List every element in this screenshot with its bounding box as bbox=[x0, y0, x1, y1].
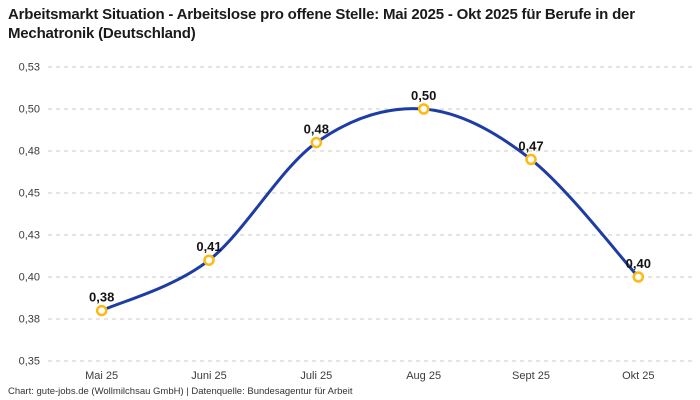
data-point-label: 0,38 bbox=[89, 290, 114, 305]
data-point-label: 0,47 bbox=[518, 138, 543, 153]
series-line bbox=[100, 107, 640, 313]
x-tick-label: Juni 25 bbox=[191, 370, 226, 382]
y-tick-label: 0,38 bbox=[19, 314, 40, 326]
data-point-marker[interactable] bbox=[417, 103, 430, 115]
y-tick-label: 0,48 bbox=[19, 146, 40, 158]
data-point-marker[interactable] bbox=[632, 271, 645, 283]
x-tick-label: Okt 25 bbox=[622, 370, 654, 382]
y-tick-label: 0,43 bbox=[19, 230, 40, 242]
y-tick-label: 0,53 bbox=[19, 62, 40, 74]
x-tick-label: Sept 25 bbox=[512, 370, 550, 382]
y-tick-label: 0,40 bbox=[19, 272, 40, 284]
data-point-label: 0,41 bbox=[196, 239, 221, 254]
data-point-label: 0,40 bbox=[626, 256, 651, 271]
y-tick-label: 0,35 bbox=[19, 356, 40, 368]
y-tick-label: 0,45 bbox=[19, 188, 40, 200]
data-point-marker[interactable] bbox=[525, 153, 537, 166]
y-tick-label: 0,50 bbox=[19, 104, 40, 116]
x-tick-label: Juli 25 bbox=[300, 370, 332, 382]
x-tick-label: Mai 25 bbox=[85, 370, 118, 382]
chart-source: Chart: gute-jobs.de (Wollmilchsau GmbH) … bbox=[8, 386, 353, 397]
chart-title: Arbeitsmarkt Situation - Arbeitslose pro… bbox=[8, 6, 635, 42]
data-point-marker[interactable] bbox=[95, 304, 108, 317]
data-point-marker[interactable] bbox=[310, 136, 323, 149]
data-point-label: 0,50 bbox=[411, 88, 436, 103]
data-point-label: 0,48 bbox=[304, 122, 329, 137]
x-tick-label: Aug 25 bbox=[406, 370, 441, 382]
data-point-marker[interactable] bbox=[203, 254, 215, 266]
